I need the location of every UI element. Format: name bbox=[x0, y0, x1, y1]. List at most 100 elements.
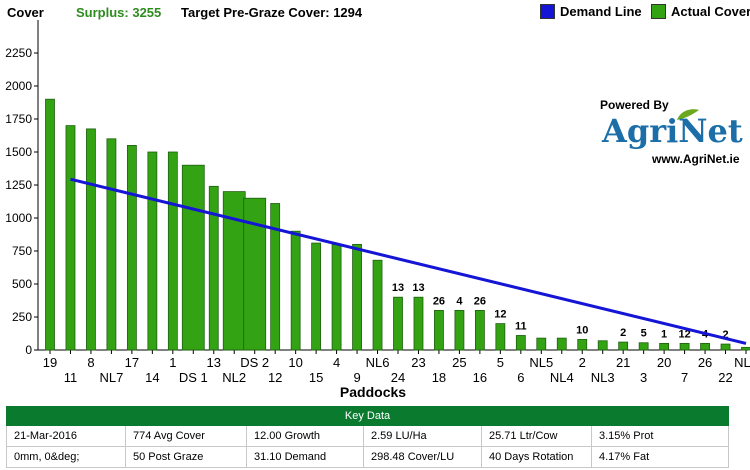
bar-14 bbox=[147, 151, 158, 351]
key-data-table: Key Data 21-Mar-2016 774 Avg Cover 12.00… bbox=[5, 406, 730, 468]
legend-item-demand-line: Demand Line bbox=[540, 4, 642, 19]
x-tick-label: 21 bbox=[616, 355, 630, 370]
bar-17 bbox=[126, 144, 137, 351]
bar-data-label: 2 bbox=[722, 329, 728, 341]
bar-nl1 bbox=[741, 346, 750, 351]
bar-6 bbox=[515, 335, 526, 351]
key-data-row: 0mm, 0&deg; 50 Post Graze 31.10 Demand 2… bbox=[6, 446, 730, 468]
x-tick-label: 8 bbox=[87, 355, 94, 370]
x-tick-label: DS 2 bbox=[240, 355, 269, 370]
bar-ds-2 bbox=[243, 197, 267, 351]
key-data-lu-ha: 2.59 LU/Ha bbox=[363, 425, 482, 447]
bar-7 bbox=[679, 342, 690, 351]
key-data-avg-cover: 774 Avg Cover bbox=[125, 425, 247, 447]
bar-data-label: 10 bbox=[576, 324, 588, 336]
bar-18 bbox=[434, 309, 444, 351]
bar-data-label: 4 bbox=[456, 295, 463, 307]
bar-nl2 bbox=[222, 191, 246, 351]
bar-data-label: 11 bbox=[515, 320, 527, 332]
key-data-fat: 4.17% Fat bbox=[590, 446, 730, 468]
key-data-post-graze: 50 Post Graze bbox=[125, 446, 247, 468]
x-tick-label: DS 1 bbox=[179, 370, 208, 385]
bar-11 bbox=[65, 125, 76, 351]
x-tick-label: 1 bbox=[169, 355, 176, 370]
y-tick-label: 2250 bbox=[5, 46, 32, 60]
x-tick-label: 23 bbox=[411, 355, 425, 370]
x-tick-label: 9 bbox=[353, 370, 360, 385]
y-tick-label: 2000 bbox=[5, 79, 32, 93]
chart-bar-labels: 1313264261211102511242 bbox=[392, 282, 729, 341]
y-tick-label: 1250 bbox=[5, 178, 32, 192]
x-tick-label: NL7 bbox=[99, 370, 123, 385]
x-tick-label: 20 bbox=[657, 355, 671, 370]
key-data-row: 21-Mar-2016 774 Avg Cover 12.00 Growth 2… bbox=[6, 425, 730, 447]
bar-12 bbox=[270, 203, 281, 351]
bar-data-label: 5 bbox=[641, 328, 647, 340]
x-tick-label: NL6 bbox=[366, 355, 390, 370]
y-tick-label: 250 bbox=[12, 310, 32, 324]
key-data-header-row: Key Data bbox=[5, 406, 730, 426]
x-tick-label: 15 bbox=[309, 370, 323, 385]
bar-nl4 bbox=[556, 337, 567, 351]
x-tick-label: 10 bbox=[288, 355, 302, 370]
bar-25 bbox=[454, 309, 465, 351]
x-tick-label: 22 bbox=[718, 370, 732, 385]
x-tick-label: 12 bbox=[268, 370, 282, 385]
key-data-rotation: 40 Days Rotation bbox=[481, 446, 592, 468]
powered-by-text: Powered By bbox=[600, 98, 669, 112]
key-data-ltr-cow: 25.71 Ltr/Cow bbox=[481, 425, 592, 447]
legend-label-demand: Demand Line bbox=[560, 4, 642, 19]
chart-axes bbox=[34, 20, 748, 354]
bar-24 bbox=[393, 296, 403, 351]
bar-23 bbox=[413, 296, 424, 351]
x-tick-label: 6 bbox=[517, 370, 524, 385]
bar-ds-1 bbox=[181, 164, 205, 351]
legend-swatch-demand bbox=[540, 4, 555, 19]
bar-nl6 bbox=[372, 259, 383, 351]
bar-26 bbox=[700, 342, 710, 351]
legend-swatch-actual bbox=[651, 4, 666, 19]
y-tick-label: 750 bbox=[12, 244, 32, 258]
bar-1 bbox=[167, 151, 178, 351]
bar-data-label: 13 bbox=[412, 282, 424, 294]
bar-5 bbox=[495, 323, 506, 351]
bar-2 bbox=[577, 339, 588, 351]
x-tick-label: 17 bbox=[125, 355, 139, 370]
y-tick-label: 1750 bbox=[5, 112, 32, 126]
demand-line bbox=[70, 177, 747, 345]
legend-label-actual: Actual Cover bbox=[671, 4, 750, 19]
key-data-cover-lu: 298.48 Cover/LU bbox=[363, 446, 482, 468]
agrinet-url[interactable]: www.AgriNet.ie bbox=[652, 152, 740, 166]
y-tick-label: 1000 bbox=[5, 211, 32, 225]
bar-data-label: 12 bbox=[678, 328, 690, 340]
bar-4 bbox=[331, 243, 342, 351]
key-data-date: 21-Mar-2016 bbox=[6, 425, 126, 447]
y-axis-title: Cover bbox=[7, 5, 44, 20]
x-tick-label: 14 bbox=[145, 370, 159, 385]
bar-data-label: 12 bbox=[494, 309, 506, 321]
leaf-icon bbox=[677, 109, 699, 120]
chart-bars bbox=[45, 98, 750, 351]
x-tick-label: NL1 bbox=[734, 355, 750, 370]
bar-16 bbox=[474, 309, 485, 351]
bar-nl5 bbox=[536, 337, 547, 351]
bar-data-label: 26 bbox=[474, 295, 486, 307]
x-tick-label: 5 bbox=[497, 355, 504, 370]
key-data-demand: 31.10 Demand bbox=[246, 446, 364, 468]
x-tick-label: 19 bbox=[43, 355, 57, 370]
x-axis-title: Paddocks bbox=[340, 384, 406, 400]
x-tick-label: 11 bbox=[64, 370, 78, 385]
x-tick-label: 16 bbox=[473, 370, 487, 385]
bar-20 bbox=[659, 342, 670, 351]
y-tick-labels: 0 250 500 750 1000 1250 1500 1750 2000 2250 bbox=[5, 46, 32, 357]
x-tick-label: 3 bbox=[640, 370, 647, 385]
bar-9 bbox=[352, 243, 362, 351]
x-tick-label: 18 bbox=[432, 370, 446, 385]
key-data-rain-temp: 0mm, 0&deg; bbox=[6, 446, 126, 468]
x-tick-label: 26 bbox=[698, 355, 712, 370]
bar-data-label: 13 bbox=[392, 282, 404, 294]
bar-data-label: 26 bbox=[433, 295, 445, 307]
x-tick-label: 24 bbox=[391, 370, 405, 385]
